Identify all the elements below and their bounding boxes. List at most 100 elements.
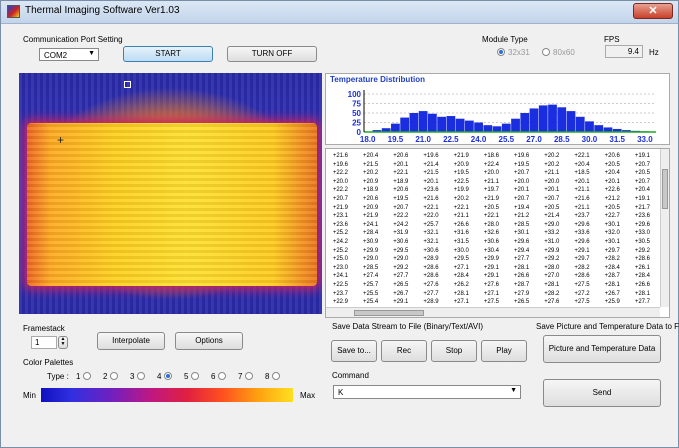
temperature-cell: +19.4 <box>514 204 530 211</box>
temperature-cell: +28.7 <box>514 282 530 288</box>
play-button[interactable]: Play <box>481 340 527 362</box>
temperature-cell: +30.4 <box>483 247 499 254</box>
temperature-cell: +20.2 <box>544 153 560 159</box>
palette-option-8-radio[interactable] <box>272 372 280 380</box>
histogram-bar <box>622 130 631 132</box>
temperature-cell: +20.1 <box>423 178 439 185</box>
send-button[interactable]: Send <box>543 379 661 407</box>
palette-option-1-radio[interactable] <box>83 372 91 380</box>
temperature-cell: +19.6 <box>332 161 348 168</box>
palette-option-6-radio[interactable] <box>218 372 226 380</box>
temperature-cell: +28.4 <box>363 230 379 237</box>
palette-option-3-radio[interactable] <box>137 372 145 380</box>
palette-option-label: 8 <box>265 372 270 381</box>
temperature-cell: +28.5 <box>514 221 530 228</box>
command-select[interactable]: K ▼ <box>333 385 521 399</box>
temperature-cell: +22.1 <box>453 204 469 211</box>
temperature-cell: +21.2 <box>514 213 530 220</box>
table-horizontal-scrollbar[interactable] <box>326 307 660 317</box>
temperature-cell: +21.1 <box>453 213 469 220</box>
framestack-input[interactable]: 1 <box>31 336 57 349</box>
module-80x60-radio[interactable] <box>542 48 550 56</box>
max-label: Max <box>300 391 316 400</box>
temperature-cell: +27.0 <box>544 273 560 280</box>
module-80x60-label: 80x60 <box>553 48 575 57</box>
temperature-cell: +21.4 <box>423 161 439 168</box>
temperature-cell: +29.1 <box>483 273 499 280</box>
temperature-cell: +27.1 <box>483 290 499 297</box>
temperature-cell: +25.7 <box>423 221 439 228</box>
temperature-cell: +28.6 <box>574 273 590 280</box>
com-port-select[interactable]: COM2 ▼ <box>39 48 99 61</box>
histogram-bar <box>566 111 576 132</box>
temperature-cell: +28.1 <box>514 264 530 271</box>
temperature-cell: +18.5 <box>574 170 590 177</box>
temperature-cell: +20.1 <box>544 187 560 194</box>
palette-option-2-radio[interactable] <box>110 372 118 380</box>
turn-off-button[interactable]: TURN OFF <box>227 46 317 62</box>
temperature-table[interactable]: +21.6 +20.4 +20.6 +19.6 +21.9 +18.6 +19.6 +20.2… <box>325 148 670 318</box>
histogram-x-tick-label: 19.5 <box>388 135 404 144</box>
module-32x31-label: 32x31 <box>508 48 530 57</box>
temperature-cell: +32.0 <box>604 230 620 237</box>
histogram-y-tick-label: 100 <box>348 90 362 99</box>
temperature-cell: +32.1 <box>423 230 439 237</box>
temperature-cell: +28.2 <box>604 256 620 263</box>
thermal-image[interactable]: + <box>19 73 322 314</box>
histogram-bar <box>557 107 567 132</box>
histogram-bar <box>492 126 502 132</box>
temperature-cell: +21.1 <box>574 204 590 211</box>
temperature-cell: +25.5 <box>363 290 379 297</box>
temperature-cell: +21.2 <box>604 196 620 202</box>
stop-button[interactable]: Stop <box>431 340 477 362</box>
fps-unit: Hz <box>649 48 659 57</box>
framestack-stepper[interactable]: ▲ ▼ <box>58 336 68 349</box>
palette-option-label: 2 <box>103 372 108 381</box>
title-bar[interactable]: Thermal Imaging Software Ver1.03 ✕ <box>1 1 678 24</box>
temperature-cell: +22.2 <box>332 170 348 177</box>
rec-button[interactable]: Rec <box>381 340 427 362</box>
temperature-cell: +20.1 <box>514 187 530 194</box>
temperature-cell: +20.7 <box>544 196 560 202</box>
temperature-cell: +24.2 <box>332 239 348 245</box>
table-vertical-scrollbar[interactable] <box>660 149 669 307</box>
save-to-button[interactable]: Save to... <box>331 340 377 362</box>
temperature-cell: +29.1 <box>393 299 409 306</box>
start-button[interactable]: START <box>123 46 213 62</box>
module-32x31-radio[interactable] <box>497 48 505 56</box>
temperature-cell: +24.1 <box>363 221 379 228</box>
palette-option-5-radio[interactable] <box>191 372 199 380</box>
temperature-cell: +21.5 <box>363 161 379 168</box>
table-vscroll-thumb[interactable] <box>662 169 668 209</box>
temperature-cell: +29.9 <box>544 247 560 254</box>
temperature-cell: +29.9 <box>483 256 499 263</box>
temperature-cell: +22.9 <box>332 299 348 306</box>
temperature-cell: +20.1 <box>574 178 590 185</box>
temperature-cell: +20.5 <box>544 204 560 211</box>
temperature-cell: +32.6 <box>483 230 499 237</box>
interpolate-button[interactable]: Interpolate <box>97 332 165 350</box>
options-button[interactable]: Options <box>175 332 243 350</box>
picture-temperature-data-button[interactable]: Picture and Temperature Data <box>543 335 661 363</box>
temperature-cell: +27.6 <box>483 282 499 288</box>
table-hscroll-thumb[interactable] <box>354 310 424 316</box>
temperature-cell: +20.7 <box>393 204 409 211</box>
temperature-cell: +21.4 <box>544 213 560 220</box>
temperature-cell: +19.9 <box>453 187 469 194</box>
temperature-cell: +20.9 <box>453 161 469 168</box>
palette-option-4-radio[interactable] <box>164 372 172 380</box>
histogram-bar <box>612 128 622 132</box>
cursor-marker-icon[interactable] <box>124 81 131 88</box>
temperature-cell: +29.6 <box>574 239 590 245</box>
temperature-cell: +21.6 <box>423 196 439 202</box>
temperature-cell: +33.6 <box>574 230 590 237</box>
palette-option-7-radio[interactable] <box>245 372 253 380</box>
temperature-cell: +32.1 <box>423 239 439 245</box>
temperature-cell: +29.0 <box>363 256 379 263</box>
temperature-cell: +29.1 <box>483 264 499 271</box>
min-label: Min <box>23 391 36 400</box>
temperature-cell: +28.2 <box>574 264 590 271</box>
close-button[interactable]: ✕ <box>633 3 673 19</box>
temperature-cell: +33.2 <box>544 230 560 237</box>
histogram-bar <box>474 122 483 132</box>
